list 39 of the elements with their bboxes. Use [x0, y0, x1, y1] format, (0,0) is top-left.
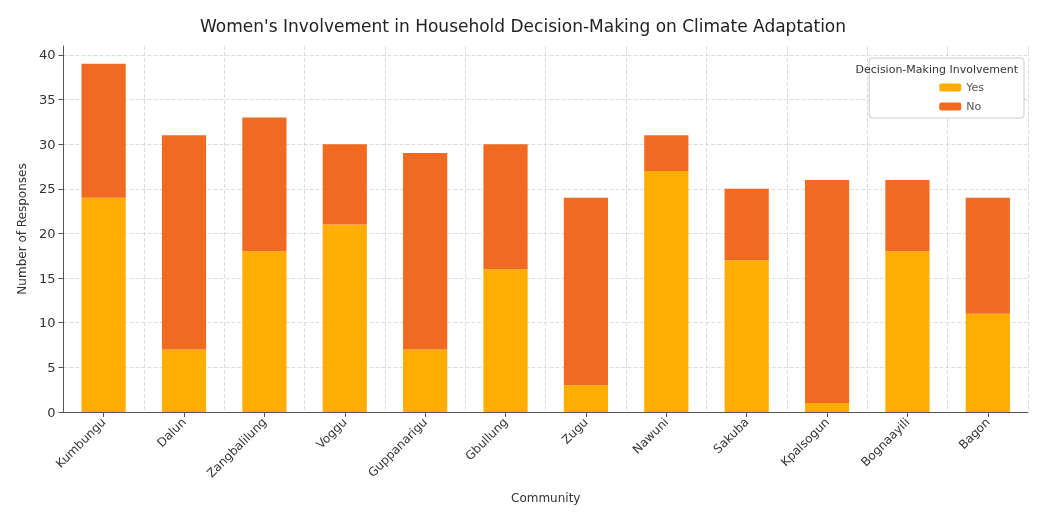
bar — [242, 117, 287, 252]
bar — [804, 179, 850, 404]
bar — [161, 349, 207, 412]
bar — [965, 197, 1010, 314]
legend-title: Decision-Making Involvement — [855, 63, 1019, 76]
bar — [885, 251, 930, 412]
bar — [724, 260, 769, 412]
y-tick-label: 40 — [38, 47, 56, 63]
y-axis-title: Number of Responses — [15, 163, 29, 295]
bar — [644, 170, 689, 412]
y-tick-label: 0 — [47, 404, 56, 420]
bar — [483, 269, 528, 412]
y-tick-label: 35 — [38, 92, 56, 108]
bar — [242, 251, 287, 412]
bar — [81, 197, 126, 412]
bar — [403, 153, 448, 350]
y-tick-label: 10 — [38, 315, 56, 331]
bar — [885, 179, 930, 252]
bar — [483, 144, 528, 270]
y-tick-label: 20 — [38, 225, 56, 241]
bar — [644, 135, 689, 171]
bar — [403, 349, 448, 412]
y-tick-label: 25 — [38, 181, 56, 197]
bar — [161, 135, 207, 350]
bar — [563, 385, 609, 412]
bar — [804, 403, 850, 412]
y-tick-label: 15 — [38, 270, 56, 286]
legend-label: Yes — [965, 81, 985, 94]
bar — [724, 188, 769, 261]
bar — [81, 63, 126, 198]
y-tick-label: 5 — [47, 359, 56, 375]
x-axis-title: Community — [510, 491, 581, 505]
bar — [965, 313, 1010, 412]
bar — [563, 197, 609, 386]
chart-title: Women's Involvement in Household Decision-Making on Climate Adaptation — [199, 15, 847, 36]
legend-label: No — [966, 100, 982, 113]
bar — [322, 224, 367, 412]
bar — [322, 144, 367, 225]
y-tick-label: 30 — [38, 136, 56, 152]
